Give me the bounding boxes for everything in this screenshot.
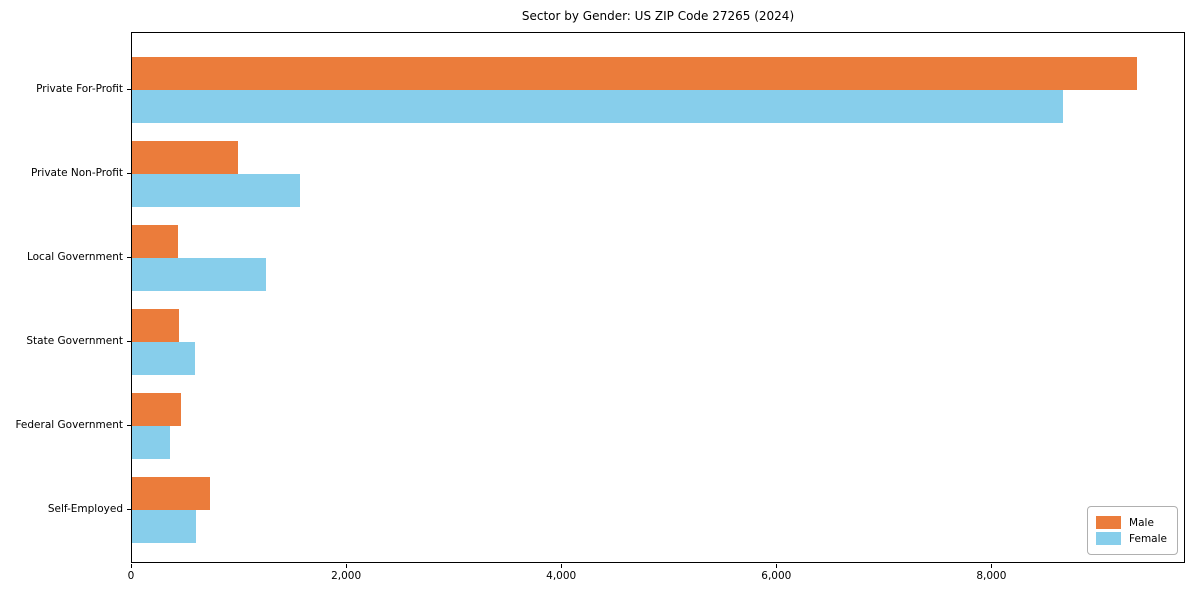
xtick-label: 2,000 <box>331 570 362 582</box>
bar-female-private-for-profit <box>132 90 1064 123</box>
bar-female-self-employed <box>132 510 196 543</box>
legend-entry-female: Female <box>1096 532 1167 545</box>
ytick-mark <box>127 509 131 510</box>
legend-entry-male: Male <box>1096 516 1167 529</box>
ytick-mark <box>127 89 131 90</box>
ytick-label: State Government <box>26 335 123 347</box>
xtick-mark <box>776 564 778 568</box>
ytick-label: Self-Employed <box>47 503 123 515</box>
bar-female-federal-government <box>132 426 171 459</box>
xtick-label: 4,000 <box>546 570 577 582</box>
xtick-label: 0 <box>127 570 135 582</box>
legend: Male Female <box>1087 506 1178 555</box>
bar-female-private-non-profit <box>132 174 301 207</box>
plot-area: Male Female <box>131 32 1185 563</box>
chart-title: Sector by Gender: US ZIP Code 27265 (202… <box>521 9 795 23</box>
bar-male-private-non-profit <box>132 141 238 174</box>
bar-male-local-government <box>132 225 179 258</box>
xtick-mark <box>991 564 993 568</box>
legend-swatch-female <box>1096 532 1122 545</box>
bar-male-self-employed <box>132 477 210 510</box>
ytick-label: Private Non-Profit <box>30 167 123 179</box>
ytick-mark <box>127 173 131 174</box>
ytick-label: Local Government <box>26 251 123 263</box>
legend-label: Male <box>1129 516 1154 529</box>
ytick-label: Private For-Profit <box>36 83 123 95</box>
ytick-mark <box>127 341 131 342</box>
ytick-label: Federal Government <box>15 419 123 431</box>
legend-swatch-male <box>1096 516 1122 529</box>
xtick-mark <box>346 564 348 568</box>
bar-male-federal-government <box>132 393 181 426</box>
bars-layer <box>132 33 1184 562</box>
bar-female-state-government <box>132 342 195 375</box>
xtick-mark <box>561 564 563 568</box>
xtick-mark <box>131 564 132 568</box>
ytick-mark <box>127 257 131 258</box>
ytick-mark <box>127 425 131 426</box>
legend-label: Female <box>1129 532 1167 545</box>
bar-female-local-government <box>132 258 266 291</box>
bar-male-private-for-profit <box>132 57 1137 90</box>
bar-male-state-government <box>132 309 180 342</box>
xtick-label: 8,000 <box>976 570 1007 582</box>
xtick-label: 6,000 <box>761 570 792 582</box>
